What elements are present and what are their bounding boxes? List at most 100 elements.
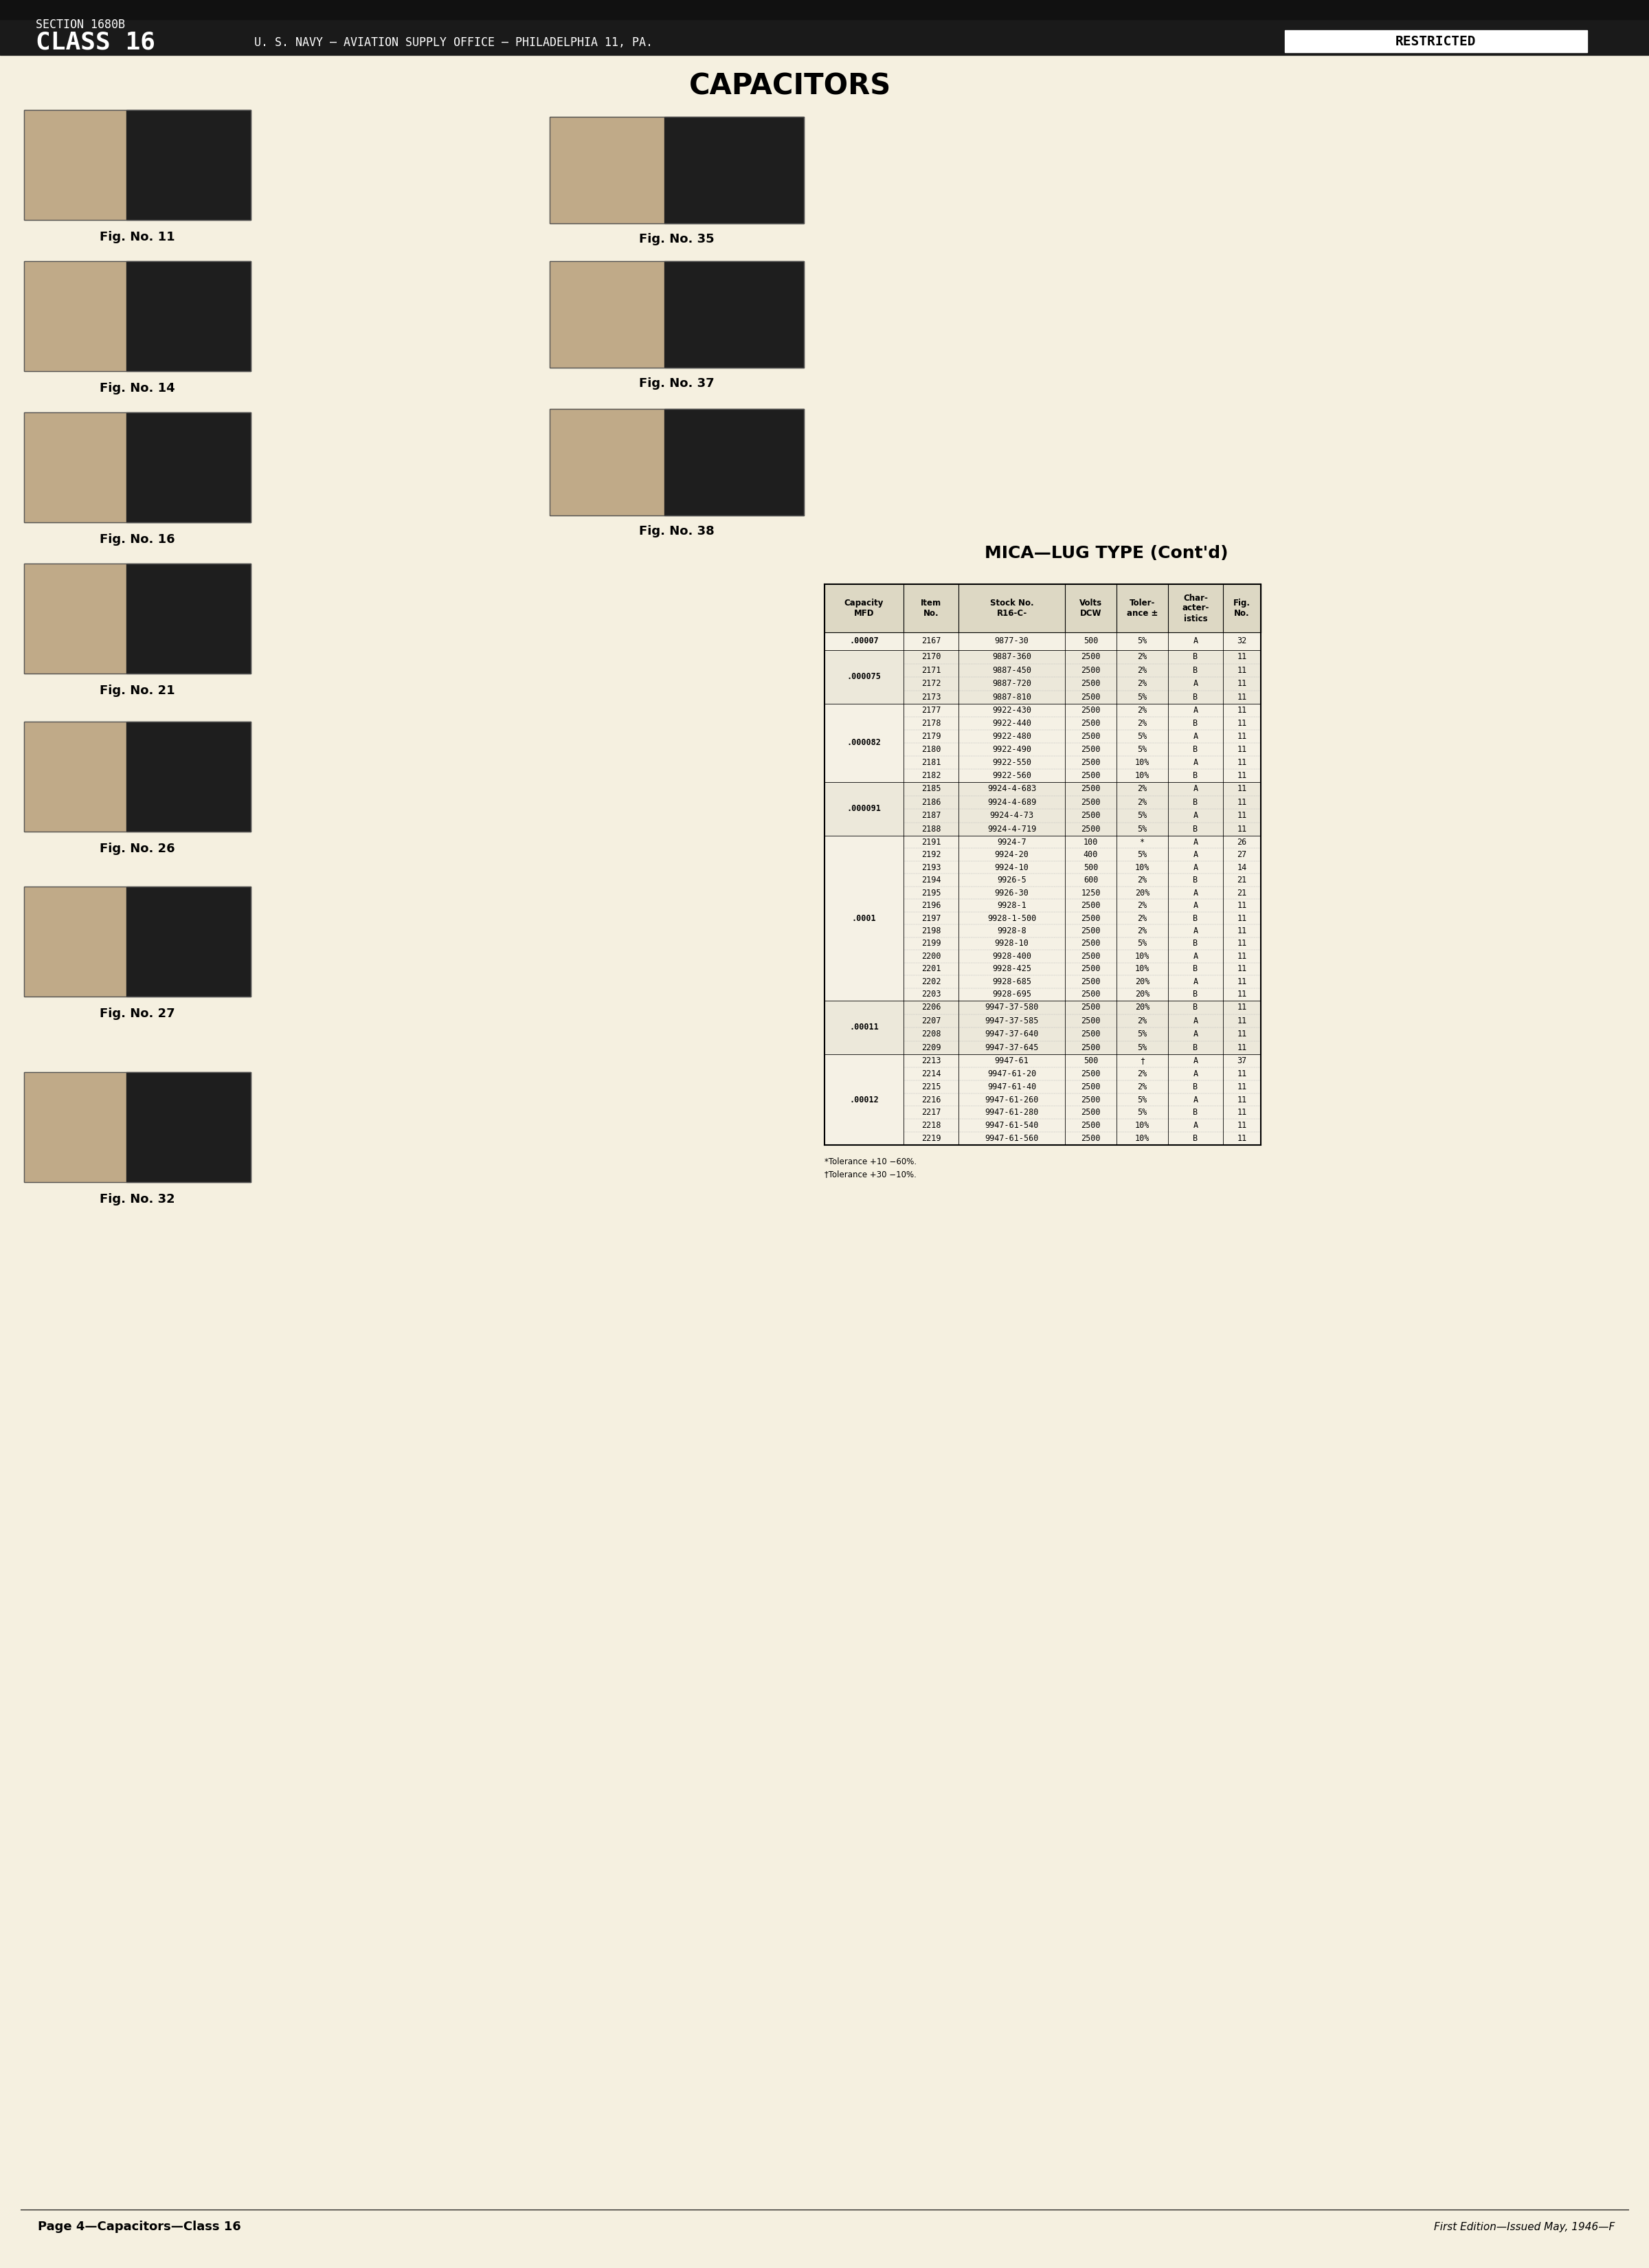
Bar — [1285, 29, 1586, 52]
Text: 11: 11 — [1237, 744, 1247, 753]
Text: A: A — [1194, 758, 1197, 767]
Text: 11: 11 — [1237, 705, 1247, 714]
Text: *Tolerance +10 −60%.: *Tolerance +10 −60%. — [824, 1157, 917, 1166]
Text: 9947-37-585: 9947-37-585 — [984, 1016, 1039, 1025]
Text: 14: 14 — [1237, 864, 1247, 871]
Text: 2194: 2194 — [922, 875, 942, 885]
Text: 2500: 2500 — [1082, 1002, 1100, 1012]
Text: 2%: 2% — [1138, 900, 1148, 909]
Bar — [824, 1000, 1261, 1055]
Text: 2%: 2% — [1138, 719, 1148, 728]
Text: 11: 11 — [1237, 953, 1247, 962]
Text: 500: 500 — [1083, 864, 1098, 871]
Text: 11: 11 — [1237, 978, 1247, 987]
Text: 9947-37-645: 9947-37-645 — [984, 1043, 1039, 1052]
Text: A: A — [1194, 900, 1197, 909]
Text: 9947-61-280: 9947-61-280 — [984, 1109, 1039, 1118]
Text: 9887-450: 9887-450 — [993, 667, 1031, 676]
Text: B: B — [1194, 798, 1197, 807]
Text: 27: 27 — [1237, 850, 1247, 860]
Text: 2%: 2% — [1138, 678, 1148, 687]
Text: 2%: 2% — [1138, 785, 1148, 794]
Text: 2186: 2186 — [922, 798, 942, 807]
Text: 11: 11 — [1237, 678, 1247, 687]
Text: 11: 11 — [1237, 1016, 1247, 1025]
Text: Page 4—Capacitors—Class 16: Page 4—Capacitors—Class 16 — [38, 2220, 241, 2234]
Text: 10%: 10% — [1135, 953, 1149, 962]
Bar — [665, 408, 805, 515]
Text: 2185: 2185 — [922, 785, 942, 794]
Text: Fig. No. 26: Fig. No. 26 — [99, 844, 175, 855]
Text: A: A — [1194, 1095, 1197, 1105]
Text: 2167: 2167 — [922, 637, 942, 646]
Text: 2500: 2500 — [1082, 719, 1100, 728]
Text: U. S. NAVY — AVIATION SUPPLY OFFICE — PHILADELPHIA 11, PA.: U. S. NAVY — AVIATION SUPPLY OFFICE — PH… — [254, 36, 653, 50]
Text: 2500: 2500 — [1082, 1030, 1100, 1039]
Text: 2200: 2200 — [922, 953, 942, 962]
Text: 9947-61: 9947-61 — [994, 1057, 1029, 1066]
Text: .000082: .000082 — [848, 739, 881, 748]
Bar — [0, 0, 1649, 54]
Text: 1250: 1250 — [1082, 889, 1100, 898]
Text: 11: 11 — [1237, 771, 1247, 780]
Bar — [125, 261, 251, 372]
Text: 2500: 2500 — [1082, 900, 1100, 909]
Text: A: A — [1194, 1016, 1197, 1025]
Text: 32: 32 — [1237, 637, 1247, 646]
Text: 9887-360: 9887-360 — [993, 653, 1031, 662]
Bar — [549, 261, 665, 367]
Text: CLASS 16: CLASS 16 — [36, 32, 155, 54]
Text: †: † — [1139, 1057, 1144, 1066]
Text: 11: 11 — [1237, 826, 1247, 835]
Text: 9947-37-580: 9947-37-580 — [984, 1002, 1039, 1012]
Text: 9928-8: 9928-8 — [998, 925, 1026, 934]
Text: 10%: 10% — [1135, 964, 1149, 973]
Bar — [25, 261, 125, 372]
Text: B: B — [1194, 939, 1197, 948]
Text: 5%: 5% — [1138, 850, 1148, 860]
Text: 11: 11 — [1237, 667, 1247, 676]
Bar — [824, 703, 1261, 782]
Text: 11: 11 — [1237, 733, 1247, 742]
Text: 9928-10: 9928-10 — [994, 939, 1029, 948]
Text: 11: 11 — [1237, 653, 1247, 662]
Bar — [25, 413, 125, 522]
Text: 2%: 2% — [1138, 914, 1148, 923]
Text: 11: 11 — [1237, 1043, 1247, 1052]
Text: 11: 11 — [1237, 785, 1247, 794]
Text: 37: 37 — [1237, 1057, 1247, 1066]
Text: Toler-
ance ±: Toler- ance ± — [1126, 599, 1158, 617]
Text: 2500: 2500 — [1082, 653, 1100, 662]
Text: 11: 11 — [1237, 1120, 1247, 1129]
Text: 5%: 5% — [1138, 692, 1148, 701]
Text: 9928-695: 9928-695 — [993, 989, 1031, 998]
Bar — [125, 413, 251, 522]
Bar — [25, 887, 125, 996]
Text: 2216: 2216 — [922, 1095, 942, 1105]
Text: A: A — [1194, 1057, 1197, 1066]
Bar — [665, 261, 805, 367]
Text: 2207: 2207 — [922, 1016, 942, 1025]
Text: B: B — [1194, 667, 1197, 676]
Text: 2500: 2500 — [1082, 1109, 1100, 1118]
Text: Capacity
MFD: Capacity MFD — [844, 599, 884, 617]
Text: B: B — [1194, 1109, 1197, 1118]
Text: 2500: 2500 — [1082, 1016, 1100, 1025]
Text: A: A — [1194, 1068, 1197, 1077]
Text: RESTRICTED: RESTRICTED — [1395, 34, 1476, 48]
Text: 9887-720: 9887-720 — [993, 678, 1031, 687]
Text: 2500: 2500 — [1082, 1120, 1100, 1129]
Text: 9922-550: 9922-550 — [993, 758, 1031, 767]
Text: 9924-4-73: 9924-4-73 — [989, 812, 1034, 821]
Text: B: B — [1194, 964, 1197, 973]
Text: 10%: 10% — [1135, 864, 1149, 871]
Text: Fig. No. 16: Fig. No. 16 — [99, 533, 175, 547]
Text: A: A — [1194, 978, 1197, 987]
Text: B: B — [1194, 914, 1197, 923]
Text: 2500: 2500 — [1082, 826, 1100, 835]
Text: 2500: 2500 — [1082, 733, 1100, 742]
Text: 2196: 2196 — [922, 900, 942, 909]
Text: 600: 600 — [1083, 875, 1098, 885]
Text: 2%: 2% — [1138, 1016, 1148, 1025]
Text: A: A — [1194, 678, 1197, 687]
